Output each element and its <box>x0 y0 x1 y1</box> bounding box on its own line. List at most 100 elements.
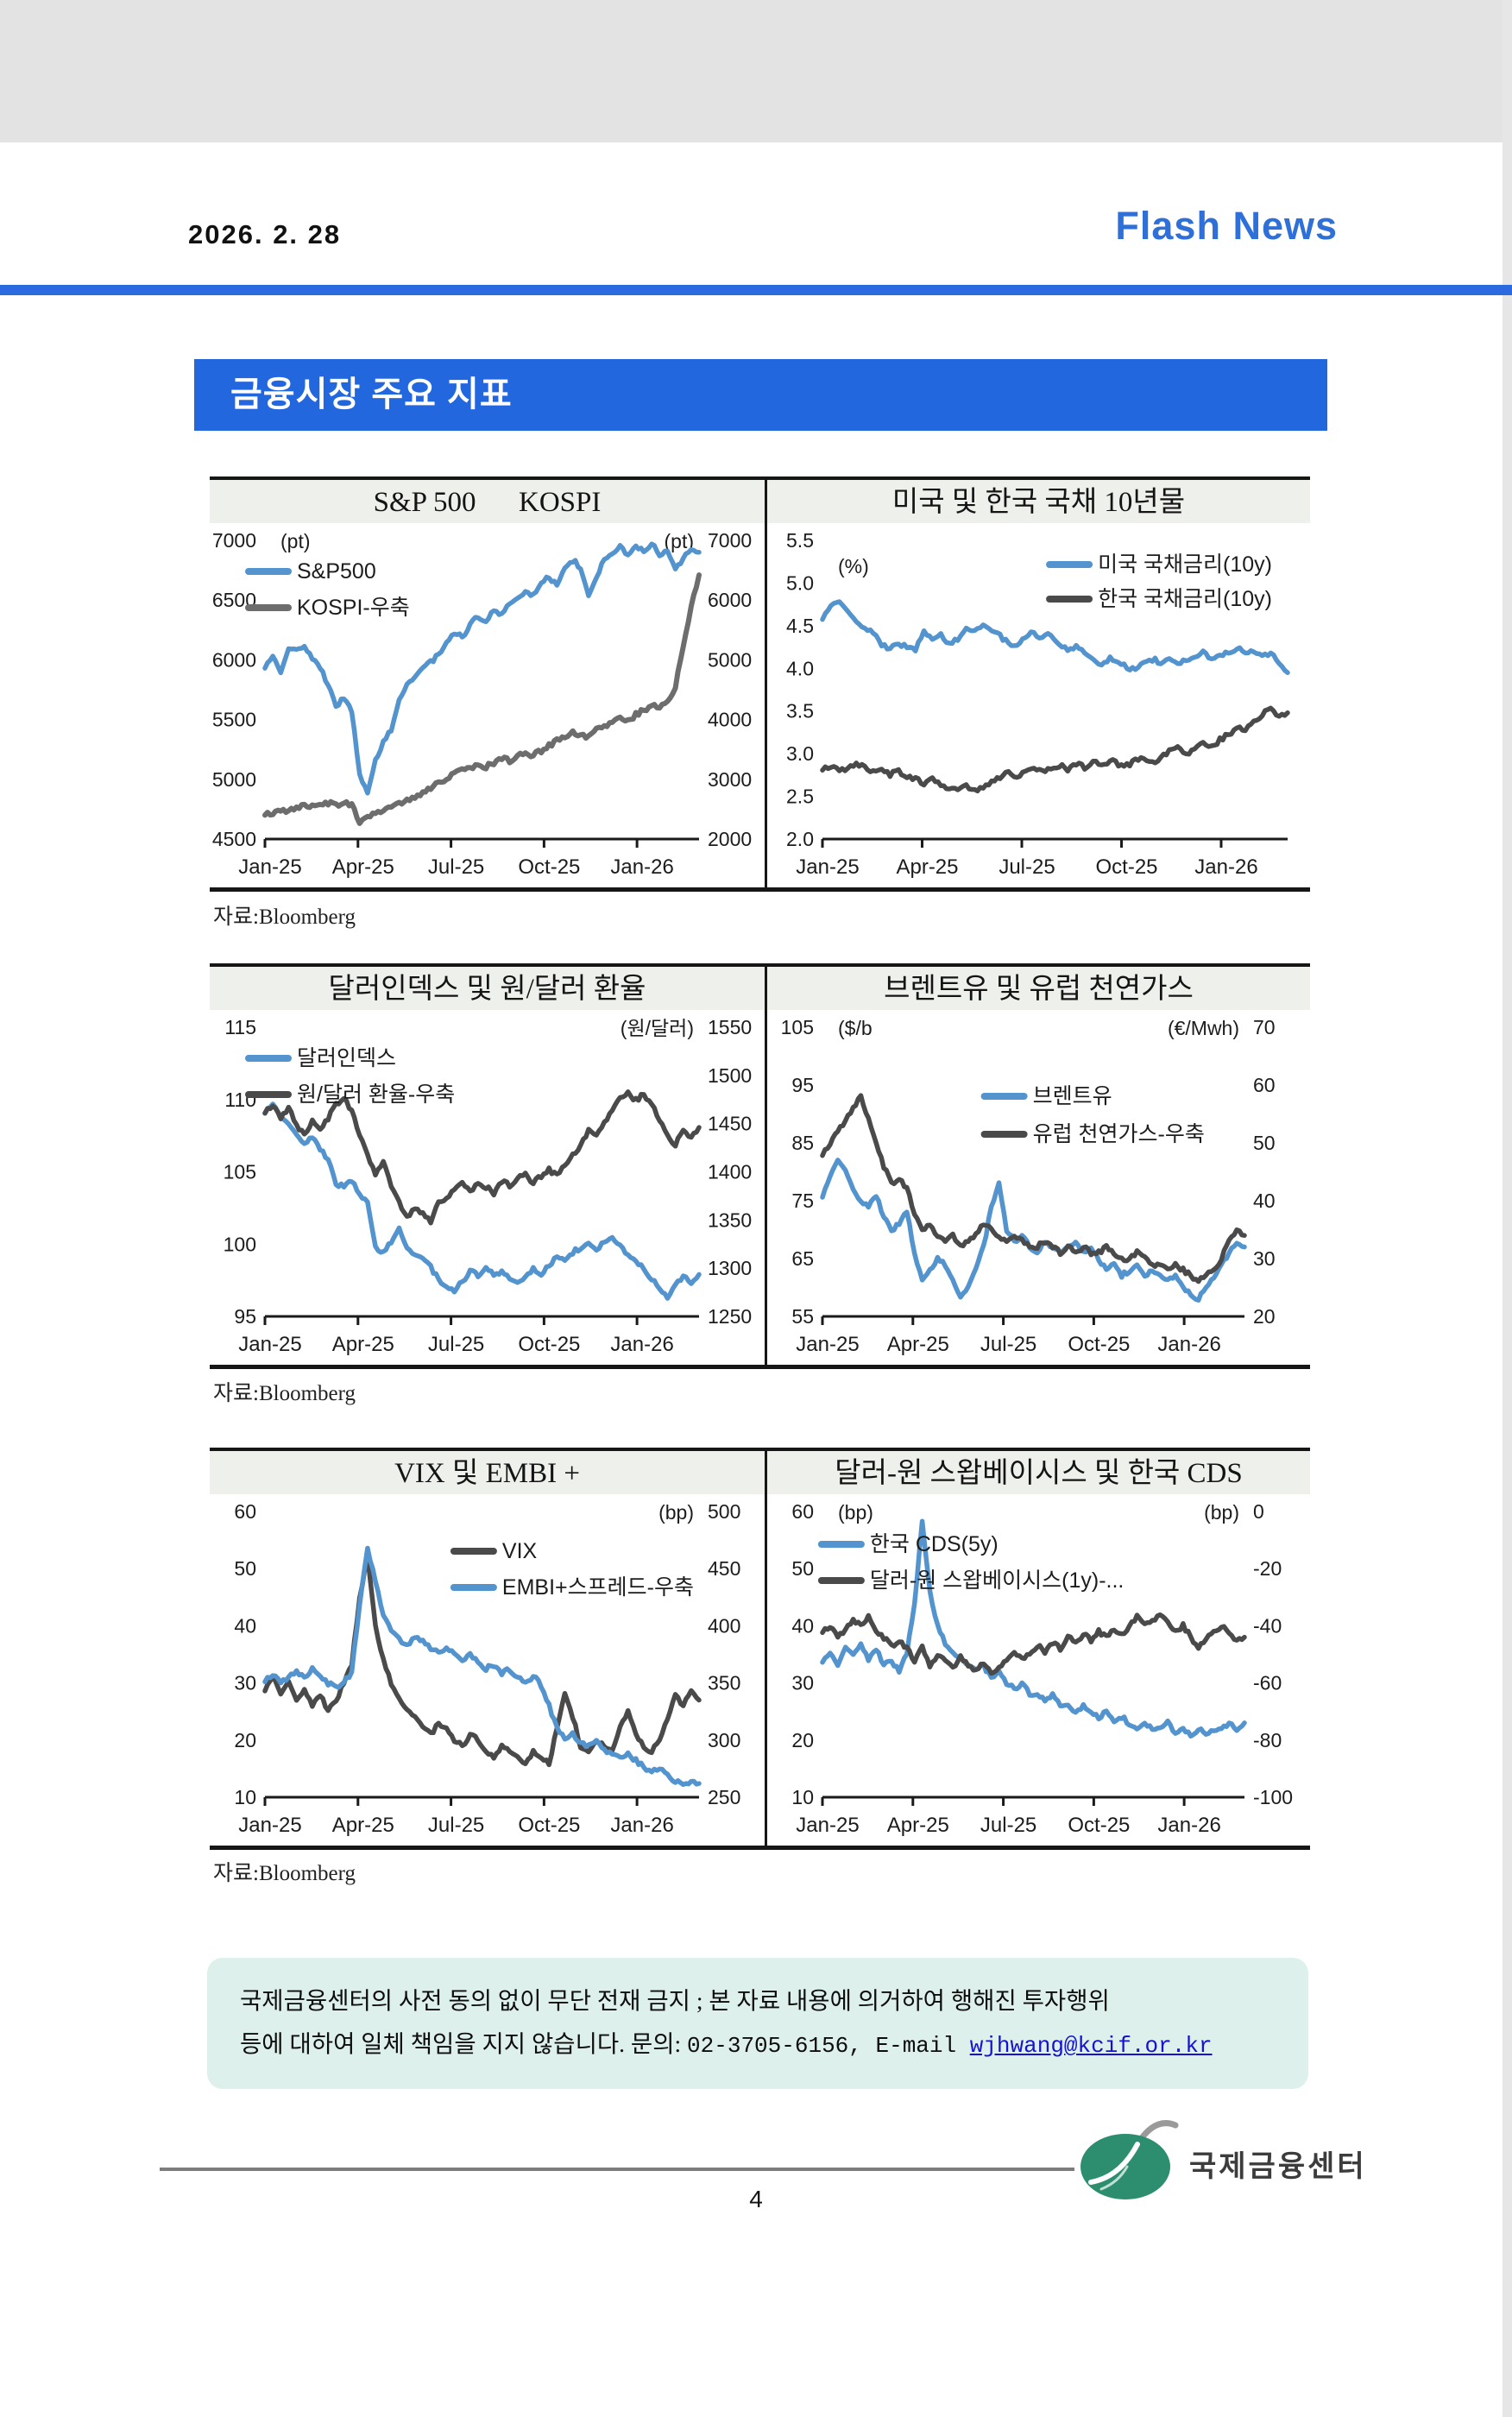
source-note: 자료:Bloomberg <box>213 1862 356 1885</box>
page-right-edge <box>1503 0 1512 2417</box>
svg-text:-100: -100 <box>1253 1786 1293 1808</box>
svg-text:1500: 1500 <box>708 1064 752 1087</box>
chart-panel-vix-embi: VIX 및 EMBI + 60 50 40 30 20 10 500 450 400 350 300… <box>210 1451 765 1846</box>
chart-vix-embi: 60 50 40 30 20 10 500 450 400 350 300 250 (bp) Jan-25… <box>234 1500 740 1837</box>
svg-text:2.5: 2.5 <box>786 786 814 808</box>
header-rule <box>0 285 1512 295</box>
svg-text:(pt): (pt) <box>280 530 311 552</box>
svg-text:VIX: VIX <box>502 1539 538 1563</box>
chart-title: 달러-원 스왑베이시스 및 한국 CDS <box>767 1451 1310 1494</box>
svg-text:20: 20 <box>791 1729 814 1751</box>
svg-text:20: 20 <box>1253 1305 1276 1328</box>
disclaimer-line2-text: 등에 대하여 일체 책임을 지지 않습니다. 문의: <box>240 2030 688 2057</box>
svg-text:Oct-25: Oct-25 <box>1068 1333 1130 1356</box>
section-header: 금융시장 주요 지표 <box>194 359 1327 431</box>
svg-text:-40: -40 <box>1253 1614 1282 1637</box>
svg-text:3000: 3000 <box>708 768 752 791</box>
svg-text:브렌트유: 브렌트유 <box>1033 1084 1112 1108</box>
page-top-margin <box>0 0 1512 142</box>
svg-text:Jan-25: Jan-25 <box>238 1333 301 1356</box>
chart-brent-gas: 105 95 85 75 65 55 ($/b 70 60 50 40 30 20 (€/Mwh) Jan-… <box>781 1016 1276 1356</box>
svg-text:95: 95 <box>234 1305 256 1328</box>
svg-text:6000: 6000 <box>708 589 752 611</box>
chart-cds-swapbasis: 60 50 40 30 20 10 (bp) 0 -20 -40 -60 -80 -100 (bp) Jan… <box>791 1500 1293 1837</box>
chart-panel-dollar-index-krw: 달러인덱스 및 원/달러 환율 115 110 105 100 95 1550 1500 14… <box>210 967 765 1365</box>
svg-text:Jul-25: Jul-25 <box>980 1333 1036 1356</box>
svg-text:60: 60 <box>1253 1074 1276 1096</box>
svg-text:Oct-25: Oct-25 <box>518 855 580 879</box>
svg-text:-80: -80 <box>1253 1729 1282 1751</box>
svg-text:(bp): (bp) <box>838 1501 873 1524</box>
svg-text:55: 55 <box>791 1305 814 1328</box>
svg-text:달러-원 스왑베이시스(1y)-...: 달러-원 스왑베이시스(1y)-... <box>870 1568 1125 1593</box>
svg-text:6000: 6000 <box>212 648 256 671</box>
chart-dollar-index-krw: 1151101051009515501500145014001350130012… <box>224 1016 753 1356</box>
svg-text:1300: 1300 <box>708 1257 752 1279</box>
disclaimer-line2: 등에 대하여 일체 책임을 지지 않습니다. 문의: 02-3705-6156,… <box>240 2023 1276 2067</box>
svg-text:(bp): (bp) <box>1204 1501 1239 1524</box>
svg-text:Jul-25: Jul-25 <box>980 1814 1036 1837</box>
svg-text:1400: 1400 <box>708 1161 752 1183</box>
svg-text:Jul-25: Jul-25 <box>428 1814 484 1837</box>
svg-text:5.5: 5.5 <box>786 529 814 552</box>
chart-title: 미국 및 한국 국채 10년물 <box>767 480 1310 523</box>
svg-text:50: 50 <box>1253 1132 1276 1154</box>
svg-text:115: 115 <box>224 1016 256 1038</box>
svg-text:65: 65 <box>791 1247 814 1270</box>
svg-text:5000: 5000 <box>708 648 752 671</box>
svg-text:50: 50 <box>791 1557 814 1580</box>
svg-text:Oct-25: Oct-25 <box>1096 855 1158 879</box>
svg-text:Jan-25: Jan-25 <box>238 1814 301 1837</box>
chart-title: 달러인덱스 및 원/달러 환율 <box>210 967 765 1010</box>
svg-text:Oct-25: Oct-25 <box>1068 1814 1130 1837</box>
chart-panel-brent-gas: 브렌트유 및 유럽 천연가스 105 95 85 75 65 55 ($/b 70 60 50 40… <box>765 967 1310 1365</box>
svg-text:105: 105 <box>224 1161 256 1183</box>
svg-text:95: 95 <box>791 1074 814 1096</box>
svg-text:Jan-26: Jan-26 <box>1157 1814 1220 1837</box>
svg-text:2.0: 2.0 <box>786 828 814 850</box>
chart-title: 브렌트유 및 유럽 천연가스 <box>767 967 1310 1010</box>
svg-text:Jan-26: Jan-26 <box>610 855 673 879</box>
svg-text:EMBI+스프레드-우축: EMBI+스프레드-우축 <box>502 1575 694 1600</box>
svg-text:Jan-26: Jan-26 <box>610 1814 673 1837</box>
svg-text:4000: 4000 <box>708 709 752 731</box>
svg-text:40: 40 <box>234 1614 256 1637</box>
svg-text:40: 40 <box>791 1614 814 1637</box>
footer-logo-text: 국제금융센터 <box>1189 2150 1367 2183</box>
chart-panel-treasury-10y: 미국 및 한국 국채 10년물 5.5 5.0 4.5 4.0 3.5 3.0 2.5 2.0… <box>765 480 1310 887</box>
svg-text:Jan-26: Jan-26 <box>1194 855 1257 879</box>
chart-row-1: S&P 500 KOSPI 7000 6500 6000 5500 5000 4500 (p… <box>210 476 1310 892</box>
svg-text:1350: 1350 <box>708 1208 752 1231</box>
svg-text:Jan-26: Jan-26 <box>1157 1333 1220 1356</box>
svg-text:500: 500 <box>708 1500 740 1523</box>
svg-text:Apr-25: Apr-25 <box>332 1333 394 1356</box>
email-link[interactable]: wjhwang@kcif.or.kr <box>969 2033 1213 2059</box>
kcif-logo-icon <box>1080 2120 1179 2199</box>
svg-text:5.0: 5.0 <box>786 571 814 594</box>
svg-text:Jul-25: Jul-25 <box>428 1333 484 1356</box>
svg-text:1550: 1550 <box>708 1016 752 1038</box>
svg-text:KOSPI-우축: KOSPI-우축 <box>297 596 410 620</box>
svg-text:Jan-25: Jan-25 <box>796 1814 859 1837</box>
svg-text:Oct-25: Oct-25 <box>518 1333 580 1356</box>
svg-text:한국 국채금리(10y): 한국 국채금리(10y) <box>1098 587 1272 611</box>
svg-text:(원/달러): (원/달러) <box>621 1017 694 1039</box>
svg-text:-60: -60 <box>1253 1672 1282 1694</box>
svg-text:5500: 5500 <box>212 709 256 731</box>
svg-text:Jan-25: Jan-25 <box>238 855 301 879</box>
svg-text:한국 CDS(5y): 한국 CDS(5y) <box>870 1532 999 1556</box>
svg-text:5000: 5000 <box>212 768 256 791</box>
svg-text:S&P500: S&P500 <box>297 559 376 584</box>
chart-title: S&P 500 KOSPI <box>210 480 765 523</box>
disclaimer-contact: 02-3705-6156, E-mail <box>687 2033 970 2059</box>
svg-text:($/b: ($/b <box>838 1017 873 1039</box>
svg-text:Apr-25: Apr-25 <box>332 1814 394 1837</box>
source-note: 자료:Bloomberg <box>213 906 356 929</box>
svg-text:400: 400 <box>708 1614 740 1637</box>
chart-panel-sp500-kospi: S&P 500 KOSPI 7000 6500 6000 5500 5000 4500 (p… <box>210 480 765 887</box>
svg-text:2000: 2000 <box>708 828 752 850</box>
svg-text:70: 70 <box>1253 1016 1276 1038</box>
svg-text:105: 105 <box>781 1016 814 1038</box>
